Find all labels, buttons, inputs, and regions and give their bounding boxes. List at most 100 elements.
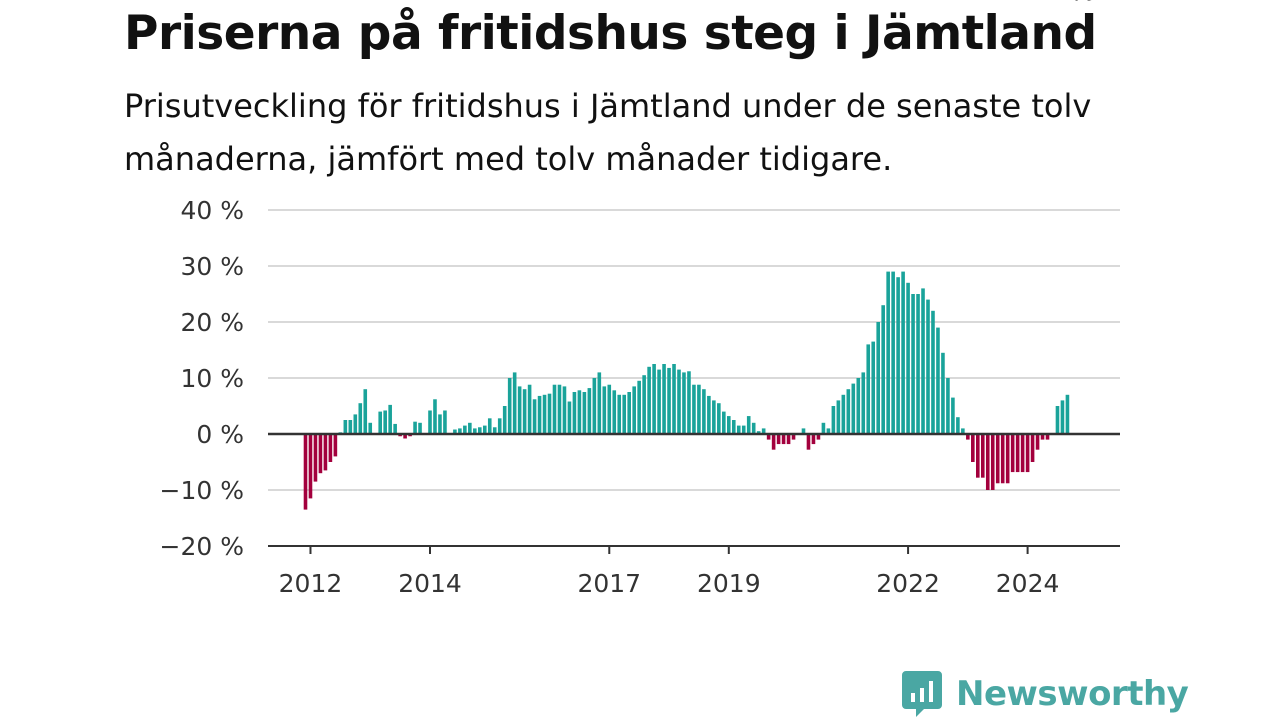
- y-tick-label: −20 %: [160, 532, 244, 561]
- bar: [323, 434, 328, 471]
- bar: [303, 434, 308, 510]
- bar: [811, 434, 816, 445]
- bar: [1040, 434, 1045, 440]
- bar: [976, 434, 980, 478]
- bar: [478, 427, 482, 434]
- bar: [642, 375, 646, 434]
- bar: [333, 434, 338, 457]
- bar: [512, 372, 517, 434]
- bar: [751, 422, 756, 434]
- bar: [542, 394, 547, 434]
- x-tick-label: 2012: [279, 569, 343, 598]
- bar: [532, 399, 537, 434]
- bar: [522, 389, 527, 434]
- bar: [851, 383, 856, 434]
- bar: [781, 434, 786, 445]
- bar: [587, 388, 592, 434]
- bar: [766, 434, 771, 440]
- bar: [712, 400, 716, 434]
- bar: [692, 384, 696, 434]
- bar: [1005, 434, 1010, 484]
- bar: [856, 378, 861, 434]
- bar: [413, 421, 417, 434]
- bar: [1065, 394, 1070, 434]
- bar: [961, 428, 965, 434]
- bar: [906, 282, 910, 434]
- bar: [707, 395, 711, 434]
- bar: [1015, 434, 1020, 473]
- bar: [557, 384, 562, 434]
- bar: [980, 434, 985, 478]
- bar: [433, 399, 437, 434]
- bar: [876, 322, 880, 434]
- bar: [443, 410, 447, 434]
- bar: [1060, 400, 1065, 434]
- value-callout: 7 %: [1044, 0, 1095, 7]
- brand-logo-group: Newsworthy: [902, 670, 1189, 718]
- bar: [1035, 434, 1040, 450]
- bar: [841, 394, 846, 434]
- bar: [736, 425, 741, 434]
- bar: [602, 386, 607, 434]
- bar: [786, 434, 791, 445]
- bar: [507, 378, 512, 434]
- bar: [657, 369, 661, 434]
- x-tick-label: 2019: [697, 569, 761, 598]
- bar: [771, 434, 776, 450]
- bar: [985, 434, 990, 490]
- bar: [866, 344, 871, 434]
- y-tick-label: 0 %: [196, 420, 244, 449]
- chart-title: Priserna på fritidshus steg i Jämtland: [124, 6, 1097, 61]
- bar: [487, 418, 492, 434]
- bar: [393, 423, 397, 434]
- bar: [901, 271, 905, 434]
- bar: [572, 392, 577, 434]
- x-tick-label: 2014: [398, 569, 462, 598]
- y-tick-label: 30 %: [180, 252, 244, 281]
- bar: [492, 427, 497, 434]
- bar: [916, 294, 920, 434]
- bar: [622, 394, 627, 434]
- bar: [911, 294, 915, 434]
- bar: [746, 416, 751, 434]
- bar: [453, 429, 457, 434]
- bar: [831, 406, 836, 434]
- bar: [597, 372, 602, 434]
- bar: [527, 384, 532, 434]
- bar: [502, 406, 507, 434]
- bar: [956, 417, 960, 434]
- bar: [343, 420, 348, 434]
- bar: [647, 366, 651, 434]
- bar: [458, 428, 462, 434]
- bar: [946, 378, 950, 434]
- bar: [731, 420, 736, 434]
- bar: [1010, 434, 1015, 473]
- bar: [886, 271, 890, 434]
- bar: [1025, 434, 1030, 473]
- bar: [806, 434, 811, 450]
- bar: [383, 410, 387, 434]
- bar: [632, 386, 636, 434]
- bar: [717, 403, 721, 434]
- bar: [921, 288, 925, 434]
- bar: [667, 367, 671, 434]
- bar: [547, 393, 552, 434]
- bar: [881, 305, 885, 434]
- bar: [926, 299, 930, 434]
- bar: [473, 428, 477, 434]
- bar: [941, 352, 945, 434]
- bar: [821, 422, 826, 434]
- bar: [722, 411, 726, 434]
- bar: [617, 394, 622, 434]
- bar: [482, 425, 487, 434]
- bar: [1030, 434, 1035, 462]
- y-tick-label: −10 %: [160, 476, 244, 505]
- bar: [951, 397, 955, 434]
- bar: [567, 401, 572, 434]
- bar: [682, 372, 686, 434]
- bar: [318, 434, 323, 474]
- bar: [687, 371, 691, 434]
- bar: [761, 428, 766, 434]
- bar: [463, 425, 467, 434]
- bar: [627, 392, 631, 434]
